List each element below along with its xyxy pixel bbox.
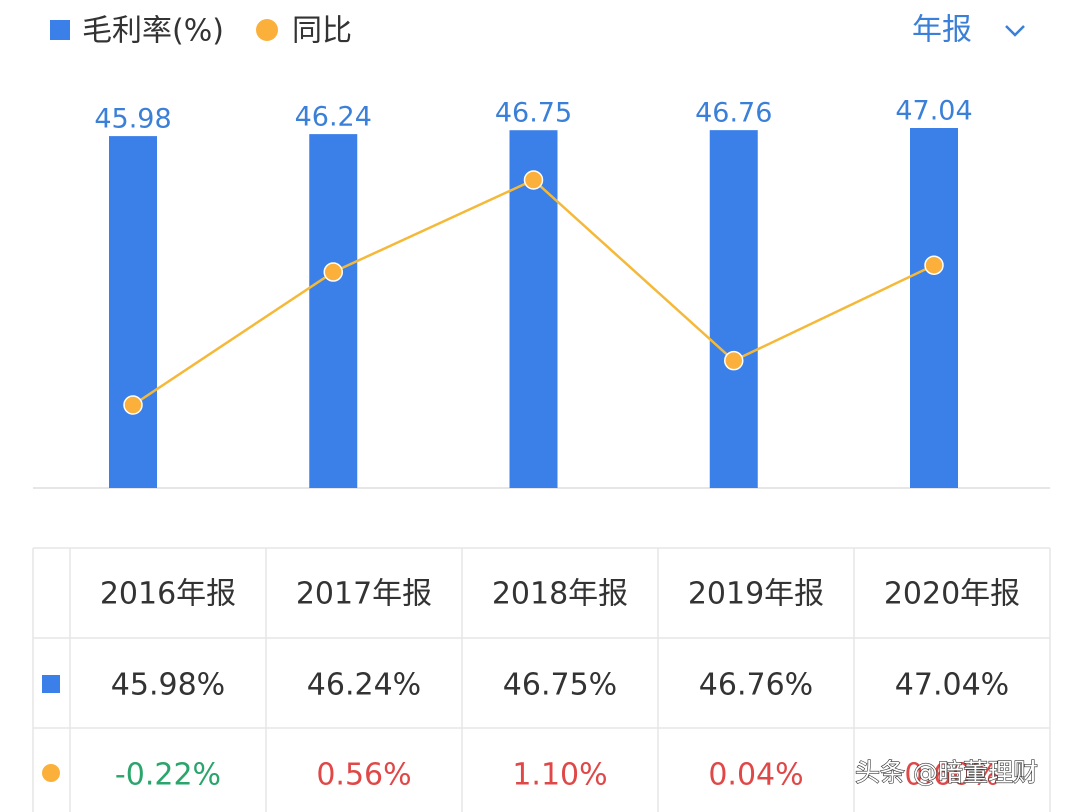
table-cell: 0.60% [904, 758, 999, 793]
dropdown-arrow[interactable] [1005, 25, 1025, 37]
bar [509, 130, 558, 488]
bar-value-label: 46.76 [695, 98, 772, 129]
period-selector[interactable]: 年报 [912, 13, 972, 48]
table-header: 2018年报 [492, 577, 628, 612]
bar [309, 134, 358, 489]
bar [709, 130, 758, 488]
table-cell: 45.98% [111, 668, 225, 703]
line-point [724, 350, 744, 371]
table-cell: 46.75% [503, 668, 617, 703]
table-cell: 46.76% [699, 668, 813, 703]
bar-value-label: 46.75 [495, 98, 572, 129]
table-header: 2020年报 [884, 577, 1020, 612]
legend-label: 同比 [292, 14, 352, 49]
line-point [523, 170, 544, 190]
table-cell: 0.56% [316, 758, 411, 793]
line-point [924, 255, 944, 275]
table-header: 2016年报 [100, 577, 236, 612]
legend-label: 毛利率(%) [82, 14, 224, 49]
legend-swatch [256, 19, 278, 41]
line-point [323, 262, 343, 282]
bar-value-label: 47.04 [895, 96, 972, 127]
legend-swatch [50, 20, 70, 40]
bar-value-label: 45.98 [94, 104, 171, 135]
bar [910, 128, 958, 488]
watermark: 头条 @暗董理财 [855, 758, 1038, 787]
line-point [123, 395, 143, 415]
table-legend-swatch [42, 675, 60, 693]
bar [109, 136, 157, 488]
table-header: 2017年报 [296, 577, 432, 612]
table-cell: 47.04% [895, 668, 1009, 703]
table-legend-swatch [42, 764, 60, 782]
table-header: 2019年报 [688, 577, 824, 612]
table-cell: -0.22% [115, 758, 221, 793]
bar-value-label: 46.24 [295, 102, 372, 133]
table-cell: 0.04% [708, 758, 803, 793]
table-cell: 46.24% [307, 668, 421, 703]
table-cell: 1.10% [512, 758, 607, 793]
